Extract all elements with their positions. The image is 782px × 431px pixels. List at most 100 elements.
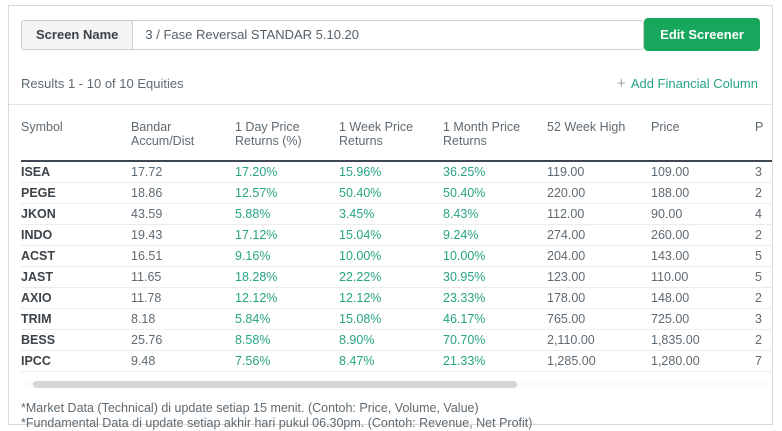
add-financial-column-link[interactable]: + Add Financial Column [617, 75, 758, 92]
symbol-cell[interactable]: PEGE [21, 182, 131, 204]
results-count-text: Results 1 - 10 of 10 Equities [21, 76, 184, 91]
cell-week1_price_returns: 3.45% [339, 203, 443, 225]
cell-week1_price_returns: 15.96% [339, 161, 443, 183]
column-header-p_truncated[interactable]: P [755, 105, 772, 162]
cell-week52_high: 204.00 [547, 245, 651, 267]
symbol-cell[interactable]: TRIM [21, 308, 131, 330]
equities-table-wrap: Symbol Bandar Accum/Dist 1 Day Price Retur… [9, 105, 772, 388]
screen-name-input[interactable] [133, 20, 644, 49]
cell-bandar_accum_dist: 43.59 [131, 203, 235, 225]
table-row[interactable]: JAST 11.65 18.28% 22.22% 30.95% 123.00 110.00 5 [21, 266, 772, 288]
column-header-symbol[interactable]: Symbol [21, 105, 131, 162]
footnotes: *Market Data (Technical) di update setia… [9, 388, 772, 431]
cell-p_truncated: 2 [755, 329, 772, 351]
cell-price: 90.00 [651, 203, 755, 225]
cell-p_truncated: 4 [755, 203, 772, 225]
cell-day1_price_returns: 18.28% [235, 266, 339, 288]
cell-week1_price_returns: 15.04% [339, 224, 443, 246]
table-row[interactable]: ACST 16.51 9.16% 10.00% 10.00% 204.00 143.00 5 [21, 245, 772, 267]
cell-month1_price_returns: 23.33% [443, 287, 547, 309]
cell-bandar_accum_dist: 9.48 [131, 350, 235, 372]
cell-month1_price_returns: 9.24% [443, 224, 547, 246]
cell-p_truncated: 3 [755, 308, 772, 330]
cell-p_truncated: 2 [755, 182, 772, 204]
column-header-day1_price_returns[interactable]: 1 Day Price Returns (%) [235, 105, 339, 162]
table-row[interactable]: PEGE 18.86 12.57% 50.40% 50.40% 220.00 188.00 2 [21, 182, 772, 204]
cell-bandar_accum_dist: 11.78 [131, 287, 235, 309]
equities-table: Symbol Bandar Accum/Dist 1 Day Price Retur… [21, 105, 772, 372]
equities-table-head: Symbol Bandar Accum/Dist 1 Day Price Retur… [21, 105, 772, 162]
cell-week52_high: 765.00 [547, 308, 651, 330]
column-header-bandar_accum_dist[interactable]: Bandar Accum/Dist [131, 105, 235, 162]
column-header-week52_high[interactable]: 52 Week High [547, 105, 651, 162]
symbol-cell[interactable]: JKON [21, 203, 131, 225]
table-row[interactable]: JKON 43.59 5.88% 3.45% 8.43% 112.00 90.00 4 [21, 203, 772, 225]
column-header-label: Symbol [21, 120, 63, 134]
cell-week52_high: 1,285.00 [547, 350, 651, 372]
table-row[interactable]: TRIM 8.18 5.84% 15.08% 46.17% 765.00 725.00 3 [21, 308, 772, 330]
column-header-price[interactable]: Price [651, 105, 755, 162]
symbol-cell[interactable]: BESS [21, 329, 131, 351]
cell-month1_price_returns: 10.00% [443, 245, 547, 267]
cell-week52_high: 220.00 [547, 182, 651, 204]
cell-price: 143.00 [651, 245, 755, 267]
cell-day1_price_returns: 12.57% [235, 182, 339, 204]
cell-week52_high: 274.00 [547, 224, 651, 246]
table-row[interactable]: ISEA 17.72 17.20% 15.96% 36.25% 119.00 109.00 3 [21, 161, 772, 183]
horizontal-scrollbar-track[interactable] [25, 380, 768, 388]
table-row[interactable]: BESS 25.76 8.58% 8.90% 70.70% 2,110.00 1,835.0… [21, 329, 772, 351]
cell-day1_price_returns: 9.16% [235, 245, 339, 267]
screen-name-group: Screen Name [21, 19, 645, 50]
cell-bandar_accum_dist: 8.18 [131, 308, 235, 330]
cell-price: 148.00 [651, 287, 755, 309]
cell-day1_price_returns: 5.84% [235, 308, 339, 330]
cell-month1_price_returns: 50.40% [443, 182, 547, 204]
symbol-cell[interactable]: JAST [21, 266, 131, 288]
symbol-cell[interactable]: IPCC [21, 350, 131, 372]
cell-month1_price_returns: 36.25% [443, 161, 547, 183]
cell-week52_high: 119.00 [547, 161, 651, 183]
cell-day1_price_returns: 12.12% [235, 287, 339, 309]
cell-week52_high: 178.00 [547, 287, 651, 309]
cell-price: 188.00 [651, 182, 755, 204]
cell-day1_price_returns: 17.12% [235, 224, 339, 246]
cell-month1_price_returns: 21.33% [443, 350, 547, 372]
add-financial-column-label: Add Financial Column [630, 76, 758, 91]
column-header-label: 1 Day Price Returns (%) [235, 120, 302, 148]
table-row[interactable]: IPCC 9.48 7.56% 8.47% 21.33% 1,285.00 1,280.00… [21, 350, 772, 372]
table-row[interactable]: AXIO 11.78 12.12% 12.12% 23.33% 178.00 148.00 2 [21, 287, 772, 309]
cell-week1_price_returns: 15.08% [339, 308, 443, 330]
plus-icon: + [617, 75, 626, 92]
cell-bandar_accum_dist: 25.76 [131, 329, 235, 351]
cell-week52_high: 123.00 [547, 266, 651, 288]
column-header-label: Bandar Accum/Dist [131, 120, 195, 148]
symbol-cell[interactable]: AXIO [21, 287, 131, 309]
cell-p_truncated: 2 [755, 224, 772, 246]
cell-month1_price_returns: 46.17% [443, 308, 547, 330]
column-header-month1_price_returns[interactable]: 1 Month Price Returns [443, 105, 547, 162]
cell-day1_price_returns: 8.58% [235, 329, 339, 351]
cell-price: 260.00 [651, 224, 755, 246]
cell-price: 725.00 [651, 308, 755, 330]
column-header-label: 52 Week High [547, 120, 626, 134]
cell-week1_price_returns: 8.90% [339, 329, 443, 351]
column-header-label: P [755, 120, 764, 134]
column-header-label: 1 Month Price Returns [443, 120, 521, 148]
cell-bandar_accum_dist: 16.51 [131, 245, 235, 267]
cell-week1_price_returns: 8.47% [339, 350, 443, 372]
cell-bandar_accum_dist: 18.86 [131, 182, 235, 204]
cell-p_truncated: 7 [755, 350, 772, 372]
horizontal-scrollbar-thumb[interactable] [33, 380, 517, 388]
table-row[interactable]: INDO 19.43 17.12% 15.04% 9.24% 274.00 260.00 2 [21, 224, 772, 246]
cell-bandar_accum_dist: 11.65 [131, 266, 235, 288]
cell-bandar_accum_dist: 17.72 [131, 161, 235, 183]
symbol-cell[interactable]: ISEA [21, 161, 131, 183]
cell-price: 1,835.00 [651, 329, 755, 351]
symbol-cell[interactable]: ACST [21, 245, 131, 267]
edit-screener-button[interactable]: Edit Screener [644, 18, 760, 51]
cell-week1_price_returns: 22.22% [339, 266, 443, 288]
footnote-fundamental-data: *Fundamental Data di update setiap akhir… [21, 415, 533, 430]
column-header-week1_price_returns[interactable]: 1 Week Price Returns [339, 105, 443, 162]
symbol-cell[interactable]: INDO [21, 224, 131, 246]
cell-p_truncated: 5 [755, 266, 772, 288]
